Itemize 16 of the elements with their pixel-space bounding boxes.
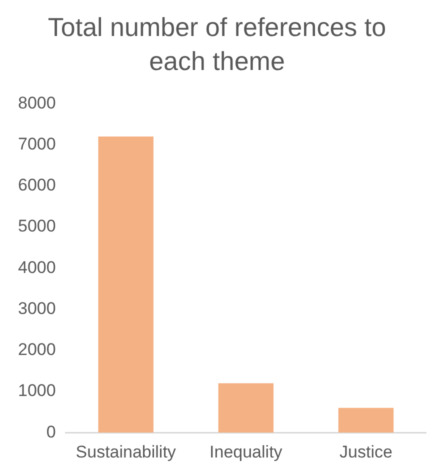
x-tick-label: Inequality — [210, 442, 283, 462]
x-tick-label: Sustainability — [76, 442, 176, 462]
bar — [98, 136, 154, 433]
chart-title: Total number of references to each theme — [48, 12, 386, 76]
y-tick-label: 0 — [46, 422, 56, 442]
x-tick-label: Justice — [340, 442, 392, 462]
y-tick-label: 1000 — [18, 381, 56, 400]
y-tick-label: 3000 — [18, 298, 56, 318]
y-tick-label: 7000 — [18, 134, 56, 154]
y-tick-label: 2000 — [18, 340, 56, 360]
bar — [338, 408, 394, 433]
y-tick-label: 8000 — [18, 93, 56, 112]
y-tick-label: 6000 — [18, 176, 56, 195]
y-tick-label: 5000 — [18, 216, 56, 236]
y-tick-label: 4000 — [18, 258, 56, 277]
bar — [218, 383, 274, 433]
